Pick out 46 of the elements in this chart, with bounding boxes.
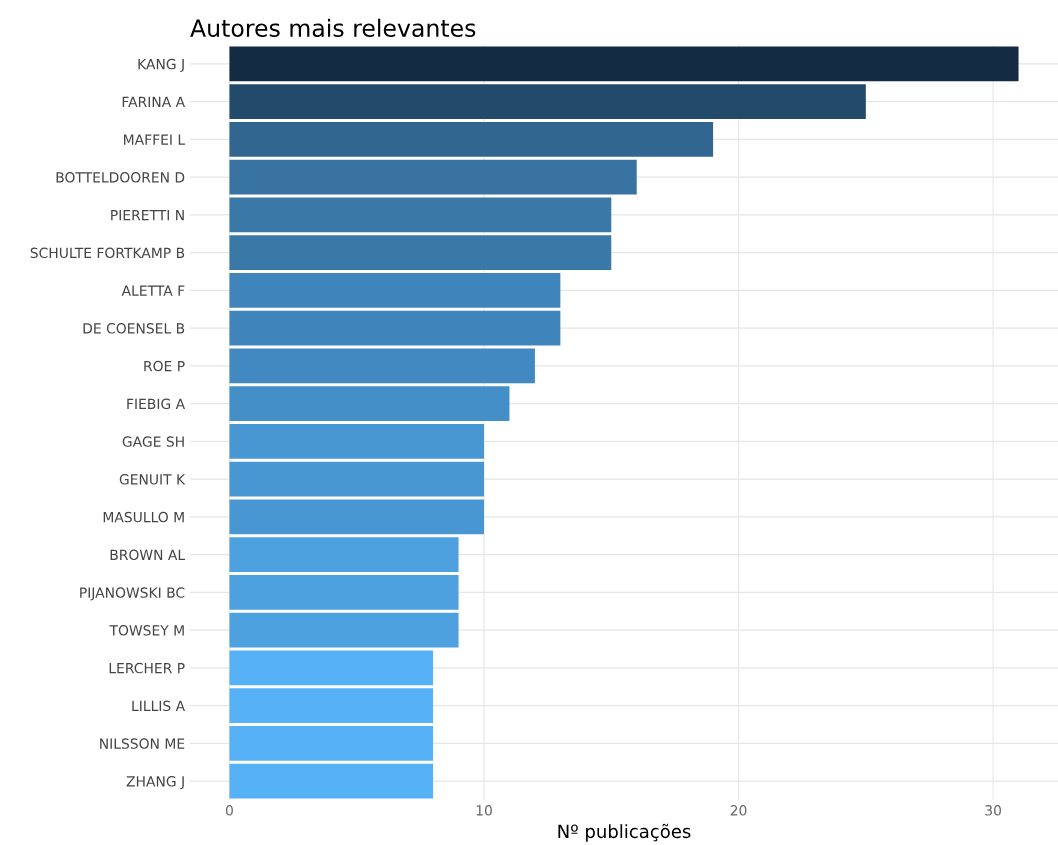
y-tick-label: SCHULTE FORTKAMP B <box>30 247 185 259</box>
y-tick-label: PIERETTI N <box>111 210 184 221</box>
y-tick-label: FIEBIG A <box>127 398 186 410</box>
y-tick-label: TOWSEY M <box>109 625 184 636</box>
chart-title: Autores mais relevantes <box>190 18 476 37</box>
y-tick-label: BOTTELDOOREN D <box>56 172 185 183</box>
x-tick-label: 30 <box>985 805 1002 816</box>
bar <box>229 84 866 119</box>
y-tick-label: GAGE SH <box>122 436 184 447</box>
y-tick-label: DE COENSEL B <box>83 323 185 334</box>
y-tick-label: GENUIT K <box>119 474 186 485</box>
bar <box>229 424 484 459</box>
bar <box>229 763 434 799</box>
y-tick-label: ALETTA F <box>121 285 185 296</box>
bar <box>229 386 510 421</box>
bar <box>229 122 714 157</box>
bar <box>229 197 612 233</box>
bar <box>229 348 535 384</box>
bar <box>229 612 459 648</box>
bar <box>229 235 612 270</box>
y-tick-label: FARINA A <box>122 96 186 107</box>
y-tick-label: MAFFEI L <box>124 134 186 145</box>
bar <box>229 461 484 497</box>
bar <box>229 310 561 346</box>
x-tick-label: 10 <box>476 805 492 816</box>
y-tick-label: KANG J <box>138 58 184 72</box>
y-tick-label: LILLIS A <box>132 700 186 712</box>
y-tick-label: ROE P <box>144 360 185 372</box>
bar <box>229 688 434 723</box>
bar <box>229 499 484 535</box>
x-tick-label: 0 <box>225 805 233 816</box>
bar <box>229 575 459 610</box>
x-tick-label: 20 <box>730 805 747 816</box>
y-tick-label: BROWN AL <box>110 549 186 561</box>
y-tick-label: PIJANOWSKI BC <box>80 587 185 601</box>
bar <box>229 46 1019 82</box>
x-axis-title: Nº publicações <box>558 823 691 842</box>
bar <box>229 159 637 195</box>
bar <box>229 726 434 761</box>
bar <box>229 537 459 572</box>
y-tick-label: MASULLO M <box>103 511 184 523</box>
y-tick-label: ZHANG J <box>126 776 184 790</box>
y-tick-label: NILSSON ME <box>100 738 185 749</box>
bar <box>229 273 561 308</box>
bar <box>229 650 434 686</box>
y-tick-label: LERCHER P <box>109 662 185 674</box>
